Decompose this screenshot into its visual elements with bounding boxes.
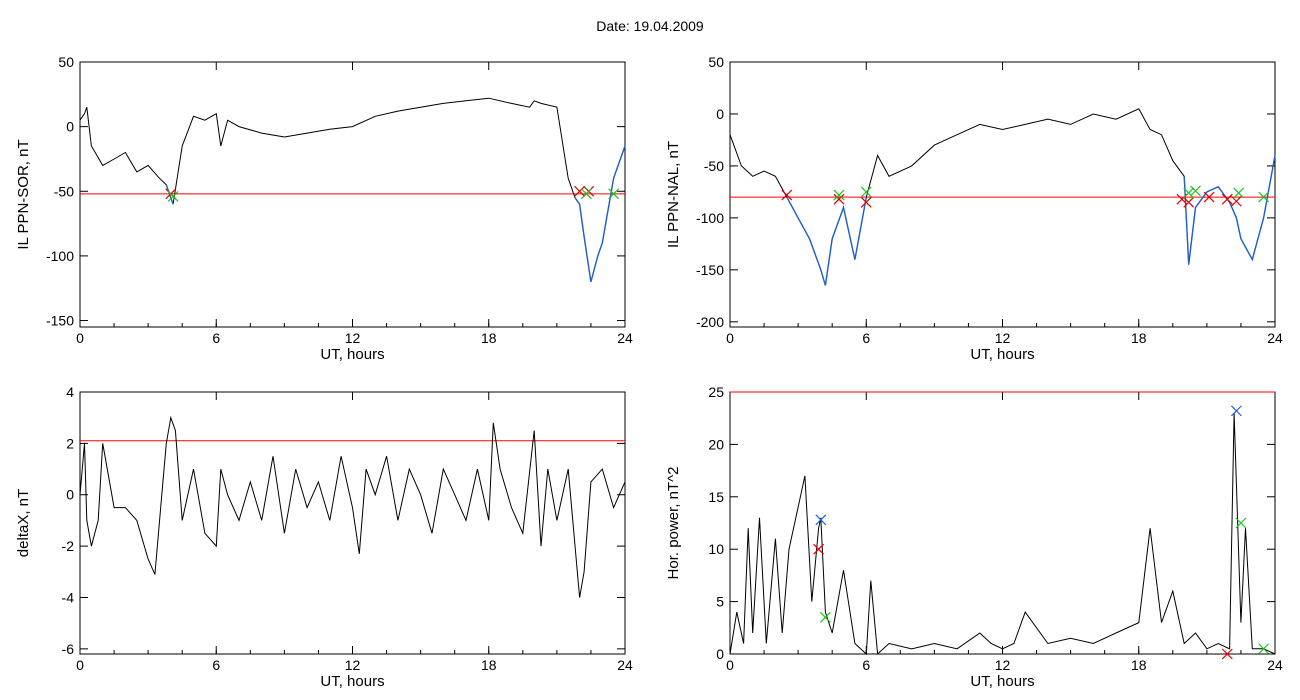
event-segment — [786, 196, 867, 286]
x-axis-label: UT, hours — [970, 673, 1034, 690]
plot-frame — [729, 61, 1276, 328]
y-tick-label: 50 — [58, 54, 74, 70]
y-axis-label: Hor. power, nT^2 — [665, 467, 682, 580]
x-tick-label: 0 — [76, 330, 84, 346]
marker-green — [608, 188, 620, 200]
x-tick-label: 12 — [995, 657, 1011, 673]
y-tick-label: 0 — [66, 119, 74, 135]
y-tick-label: -4 — [62, 589, 75, 605]
marker-green — [1258, 191, 1270, 203]
y-tick-label: 0 — [716, 646, 724, 662]
marker-green — [819, 611, 831, 623]
chart-header: Date: 19.04.2009 — [0, 18, 1300, 34]
x-tick-label: 12 — [995, 330, 1011, 346]
marker-red — [1230, 195, 1242, 207]
y-tick-label: -50 — [54, 183, 74, 199]
x-tick-label: 12 — [345, 330, 361, 346]
marker-blue — [1230, 405, 1242, 417]
x-tick-label: 12 — [345, 657, 361, 673]
y-tick-label: -150 — [46, 313, 74, 329]
series-line — [729, 412, 1276, 656]
y-axis-label: deltaX, nT — [15, 489, 32, 557]
y-tick-label: 0 — [66, 487, 74, 503]
marker-red — [1203, 191, 1215, 203]
marker-green — [1233, 187, 1245, 199]
panel-hor-power: 0 6 12 18 24 0 5 10 15 20 25 UT, hours Hor. power, n… — [665, 384, 1283, 690]
marker-green — [1235, 517, 1247, 529]
x-tick-label: 0 — [726, 330, 734, 346]
marker-red — [813, 543, 824, 555]
marker-green — [833, 189, 845, 201]
y-tick-label: 10 — [708, 541, 724, 557]
y-tick-label: -6 — [62, 641, 75, 657]
marker-green — [1183, 187, 1195, 199]
marker-red — [860, 196, 872, 208]
date-value: 19.04.2009 — [633, 18, 704, 34]
panel-il-ppn-nal: 0 6 12 18 24 50 0 -50 -100 -150 -200 UT, hours IL PP… — [665, 54, 1283, 363]
marker-green — [1190, 185, 1201, 197]
y-tick-label: 0 — [716, 106, 724, 122]
marker-green — [1258, 643, 1270, 655]
x-tick-label: 18 — [481, 657, 497, 673]
marker-red — [833, 193, 845, 205]
date-label: Date: — [596, 18, 630, 34]
panel-deltax: 0 6 12 18 24 4 2 0 -2 -4 -6 UT, hours deltaX, nT — [15, 384, 633, 690]
x-axis-label: UT, hours — [320, 346, 384, 363]
x-tick-label: 18 — [1131, 330, 1147, 346]
x-tick-label: 0 — [726, 657, 734, 673]
marker-blue — [815, 514, 827, 526]
y-tick-label: -100 — [696, 210, 724, 226]
x-tick-label: 24 — [617, 330, 633, 346]
x-tick-label: 24 — [617, 657, 633, 673]
y-tick-label: 5 — [716, 594, 724, 610]
marker-red — [1183, 196, 1195, 208]
y-tick-label: 20 — [708, 436, 724, 452]
event-segment — [1183, 155, 1276, 265]
y-axis-label: IL PPN-NAL, nT — [665, 141, 682, 248]
y-tick-label: -150 — [696, 262, 724, 278]
x-tick-label: 18 — [1131, 657, 1147, 673]
plot-frame — [729, 391, 1276, 655]
x-axis-label: UT, hours — [970, 346, 1034, 363]
marker-green — [167, 191, 179, 202]
x-tick-label: 24 — [1267, 657, 1283, 673]
x-tick-label: 24 — [1267, 330, 1283, 346]
x-tick-label: 6 — [212, 657, 220, 673]
x-axis-label: UT, hours — [320, 673, 384, 690]
y-tick-label: -2 — [62, 538, 75, 554]
marker-red — [1221, 648, 1233, 660]
x-tick-label: 6 — [862, 330, 870, 346]
y-tick-label: 50 — [708, 54, 724, 70]
x-tick-label: 0 — [76, 657, 84, 673]
marker-green — [860, 186, 872, 198]
event-segment — [574, 145, 626, 282]
x-tick-label: 18 — [481, 330, 497, 346]
marker-red — [781, 189, 793, 201]
marker-red — [1221, 193, 1233, 205]
y-tick-label: 25 — [708, 384, 724, 400]
y-tick-label: 4 — [66, 384, 74, 400]
y-tick-label: -200 — [696, 314, 724, 330]
marker-green — [580, 188, 592, 200]
y-tick-label: -50 — [704, 158, 724, 174]
y-tick-label: 15 — [708, 489, 724, 505]
marker-red — [574, 185, 586, 197]
y-axis-label: IL PPN-SOR, nT — [15, 139, 32, 249]
x-tick-label: 6 — [862, 657, 870, 673]
event-segment — [165, 184, 174, 205]
series-line — [79, 97, 626, 282]
panel-il-ppn-sor: 0 6 12 18 24 50 0 -50 -100 -150 UT, hours IL PPN-SO… — [15, 54, 633, 363]
series-line — [79, 415, 626, 598]
y-tick-label: 2 — [66, 435, 74, 451]
y-tick-label: -100 — [46, 248, 74, 264]
x-tick-label: 6 — [212, 330, 220, 346]
plot-frame — [79, 61, 626, 328]
